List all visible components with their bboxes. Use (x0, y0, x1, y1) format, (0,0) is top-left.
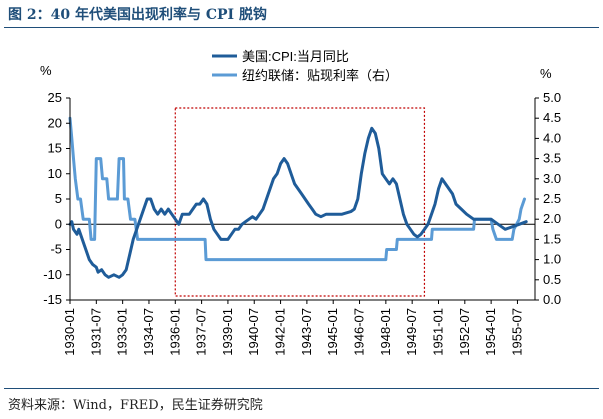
right-axis-tick-label: 1.5 (543, 231, 561, 246)
x-axis-tick-label: 1943-07 (299, 308, 314, 356)
chart-title: 图 2：40 年代美国出现利率与 CPI 脱钩 (8, 7, 267, 23)
legend: 美国:CPI:当月同比 纽约联储：贴现利率（右） (212, 49, 398, 83)
x-axis-tick-label: 1954-01 (483, 308, 498, 356)
legend-label-cpi: 美国:CPI:当月同比 (242, 49, 349, 64)
left-axis-tick-label: 15 (48, 141, 62, 156)
x-axis-tick-label: 1933-01 (115, 308, 130, 356)
source-note: 资料来源：Wind，FRED，民生证券研究院 (8, 398, 263, 413)
x-axis-tick-label: 1931-07 (88, 308, 103, 356)
right-axis-tick-label: 3.0 (543, 171, 561, 186)
right-axis-tick-label: 0.0 (543, 292, 561, 307)
x-axis-tick-label: 1951-01 (430, 308, 445, 356)
x-axis-tick-label: 1939-01 (220, 308, 235, 356)
right-axis-tick-label: 0.5 (543, 272, 561, 287)
x-axis-tick-label: 1937-07 (194, 308, 209, 356)
left-axis-tick-label: -15 (43, 292, 62, 307)
series-line-discount-rate (68, 116, 526, 262)
left-axis-tick-label: 20 (48, 115, 62, 130)
x-axis-tick-label: 1952-07 (457, 308, 472, 356)
highlight-layer (174, 107, 426, 297)
x-axis-tick-label: 1940-07 (246, 308, 261, 356)
highlight-box (174, 107, 426, 297)
source-divider (4, 388, 599, 389)
right-axis-tick-label: 3.5 (543, 151, 561, 166)
x-axis-tick-label: 1934-07 (141, 308, 156, 356)
x-axis-tick-label: 1945-01 (325, 308, 340, 356)
right-axis-tick-label: 4.5 (543, 110, 561, 125)
right-axis-tick-label: 2.5 (543, 191, 561, 206)
x-axis-tick-label: 1946-07 (352, 308, 367, 356)
x-axis-tick-label: 1936-01 (167, 308, 182, 356)
left-axis-tick-label: 25 (48, 90, 62, 105)
left-axis-tick-label: 0 (55, 216, 62, 231)
axes-layer: 25 20 15 10 5 0 -5 -10 -15 5.0 4.5 4.0 3.5 3.0 2.5 2.0 1… (43, 90, 561, 356)
x-axis-tick-label: 1955-07 (509, 308, 524, 356)
x-axis-tick-label: 1942-01 (273, 308, 288, 356)
legend-label-discount-rate: 纽约联储：贴现利率（右） (242, 68, 398, 83)
right-axis-tick-label: 5.0 (543, 90, 561, 105)
x-axis-tick-label: 1949-07 (404, 308, 419, 356)
title-divider (4, 27, 599, 28)
right-axis-unit: % (540, 66, 552, 81)
left-axis-tick-label: -5 (50, 242, 62, 257)
right-axis-tick-label: 2.0 (543, 211, 561, 226)
left-axis-tick-label: -10 (43, 267, 62, 282)
left-axis-unit: % (40, 63, 52, 78)
left-axis-tick-label: 10 (48, 166, 62, 181)
series-line-cpi (68, 126, 528, 279)
left-axis-tick-label: 5 (55, 191, 62, 206)
x-axis-tick-label: 1930-01 (62, 308, 77, 356)
right-axis-tick-label: 4.0 (543, 130, 561, 145)
right-axis-tick-label: 1.0 (543, 252, 561, 267)
x-axis-tick-label: 1948-01 (378, 308, 393, 356)
series-layer (68, 116, 528, 279)
